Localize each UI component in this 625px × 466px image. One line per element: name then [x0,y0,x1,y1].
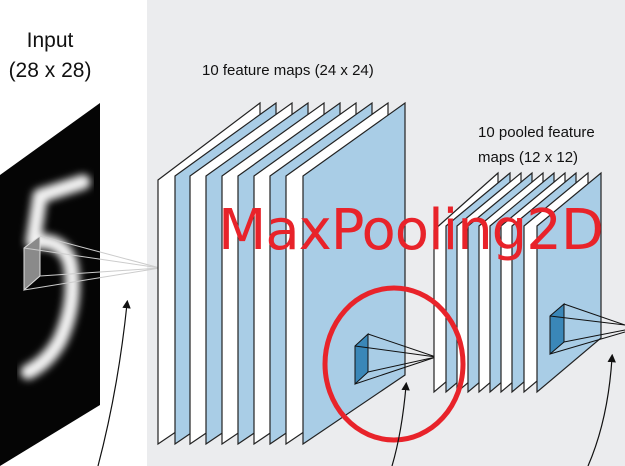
pooled-maps-label-line1: 10 pooled feature [478,124,595,141]
arrow-to-input-lines [97,299,131,466]
input-label: Input (28 x 28) [0,26,100,86]
input-image [0,103,100,466]
arrow-to-pooled-lines [587,353,616,466]
arrow-to-feature-lines [391,381,410,466]
input-size: (28 x 28) [8,59,92,82]
feature-map-10 [302,101,406,446]
pooled-map-receptive-field [549,302,625,356]
input-title: Input [26,29,74,52]
pooled-maps-label: 10 pooled feature maps (12 x 12) [478,120,595,170]
feature-maps-label: 10 feature maps (24 x 24) [202,62,374,79]
feature-map-receptive-field [354,332,437,386]
pointer-arrows [97,299,616,466]
pooled-maps-label-line2: maps (12 x 12) [478,149,579,166]
input-projection-lines [23,235,161,291]
digit-five-glyph [20,174,91,380]
maxpooling-overlay-text: MaxPooling2D [218,198,604,263]
highlight-circle [322,285,466,443]
pooled-maps-stack [433,171,602,394]
feature-maps-stack [157,101,406,446]
